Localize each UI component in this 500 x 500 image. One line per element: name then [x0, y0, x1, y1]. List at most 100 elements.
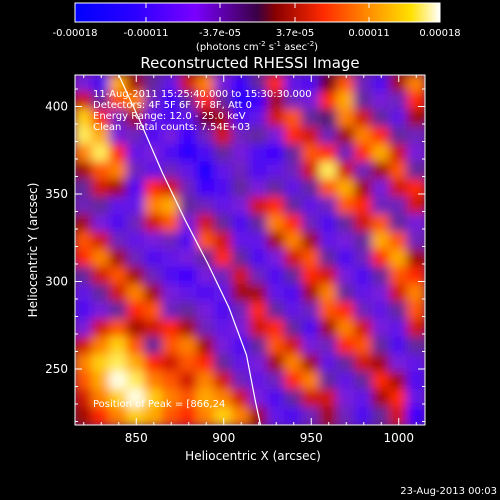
heatmap-cell — [284, 336, 304, 356]
heatmap-cell — [301, 371, 321, 391]
heatmap-cell — [389, 266, 409, 286]
heatmap-cell — [196, 389, 216, 409]
heatmap-cell — [319, 284, 339, 304]
heatmap-cell — [179, 75, 199, 94]
heatmap-cell — [126, 91, 146, 111]
annotation-time-range: 11-Aug-2011 15:25:40.000 to 15:30:30.000 — [93, 89, 312, 100]
heatmap-cell — [179, 319, 199, 339]
heatmap-cell — [249, 75, 269, 94]
heatmap-cell — [406, 214, 425, 234]
heatmap-cell — [266, 336, 286, 356]
heatmap-cell — [144, 214, 164, 234]
heatmap-cell — [109, 406, 129, 425]
heatmap-cell — [266, 406, 286, 425]
heatmap-cell — [179, 144, 199, 164]
heatmap-cell — [389, 196, 409, 216]
heatmap-cell — [91, 109, 111, 129]
colorbar-gradient — [74, 2, 441, 23]
heatmap-cell — [144, 336, 164, 356]
heatmap-cell — [109, 371, 129, 391]
heatmap-cell — [91, 284, 111, 304]
x-tick-label: 950 — [300, 431, 323, 445]
heatmap-cell — [284, 75, 304, 94]
heatmap-cell — [126, 75, 146, 94]
heatmap-cell — [75, 144, 94, 164]
heatmap-cell — [91, 126, 111, 146]
heatmap-cell — [231, 231, 251, 251]
heatmap-cell — [249, 196, 269, 216]
heatmap-cell — [371, 109, 391, 129]
heatmap-cell — [75, 319, 94, 339]
chart-title: Reconstructed RHESSI Image — [140, 54, 359, 72]
heatmap-cell — [354, 109, 374, 129]
heatmap-cell — [109, 249, 129, 269]
heatmap-cell — [406, 179, 425, 199]
heatmap-cell — [75, 284, 94, 304]
heatmap-cell — [354, 214, 374, 234]
heatmap-cell — [301, 354, 321, 374]
heatmap-cell — [75, 109, 94, 129]
heatmap-cell — [109, 354, 129, 374]
heatmap-cell — [336, 161, 356, 181]
heatmap-cell — [354, 231, 374, 251]
heatmap-cell — [231, 214, 251, 234]
heatmap-cell — [91, 161, 111, 181]
heatmap-cell — [126, 231, 146, 251]
annotation-energy-range: Energy Range: 12.0 - 25.0 keV — [93, 111, 246, 122]
heatmap-cell — [91, 231, 111, 251]
heatmap-cell — [389, 144, 409, 164]
heatmap-cell — [161, 354, 181, 374]
heatmap-cell — [301, 249, 321, 269]
heatmap-cell — [284, 109, 304, 129]
axes: 850 900 950 1000 250 300 350 400 — [45, 75, 425, 445]
heatmap-cell — [196, 319, 216, 339]
heatmap-cell — [231, 75, 251, 94]
heatmap-cell — [196, 75, 216, 94]
heatmap-cell — [91, 144, 111, 164]
heatmap-cell — [196, 161, 216, 181]
heatmap-cell — [179, 179, 199, 199]
heatmap-cell — [336, 196, 356, 216]
heatmap-cell — [214, 75, 234, 94]
heatmap-cell — [144, 354, 164, 374]
heatmap-cell — [319, 406, 339, 425]
heatmap-cell — [75, 231, 94, 251]
heatmap-cell — [249, 371, 269, 391]
heatmap-cell — [301, 319, 321, 339]
heatmap-cell — [196, 144, 216, 164]
heatmap-cell — [126, 319, 146, 339]
heatmap-cell — [214, 266, 234, 286]
heatmap-cell — [196, 91, 216, 111]
heatmap-cell — [389, 75, 409, 94]
heatmap-cell — [354, 126, 374, 146]
heatmap-cell — [126, 389, 146, 409]
heatmap-cell — [91, 249, 111, 269]
heatmap-cell — [231, 284, 251, 304]
heatmap-cell — [354, 144, 374, 164]
heatmap-cell — [91, 354, 111, 374]
heatmap-cell — [249, 354, 269, 374]
heatmap-cell — [336, 109, 356, 129]
heatmap-cell — [266, 196, 286, 216]
heatmap-cell — [354, 266, 374, 286]
heatmap-cell — [284, 144, 304, 164]
heatmap-cell — [389, 371, 409, 391]
heatmap-cell — [371, 266, 391, 286]
heatmap-cell — [231, 301, 251, 321]
heatmap-cell — [231, 266, 251, 286]
heatmap-cell — [161, 109, 181, 129]
heatmap-cell — [214, 336, 234, 356]
x-axis-label: Heliocentric X (arcsec) — [185, 449, 321, 463]
heatmap-area — [75, 75, 425, 425]
heatmap-cell — [284, 371, 304, 391]
heatmap-cell — [336, 249, 356, 269]
heatmap-cell — [336, 301, 356, 321]
heatmap-cell — [91, 319, 111, 339]
colorbar-tick-label: -3.7e-05 — [199, 28, 241, 39]
heatmap-cell — [389, 214, 409, 234]
heatmap-cell — [249, 301, 269, 321]
heatmap-cell — [371, 354, 391, 374]
heatmap-cell — [214, 196, 234, 216]
heatmap-cell — [144, 91, 164, 111]
heatmap-cell — [179, 266, 199, 286]
